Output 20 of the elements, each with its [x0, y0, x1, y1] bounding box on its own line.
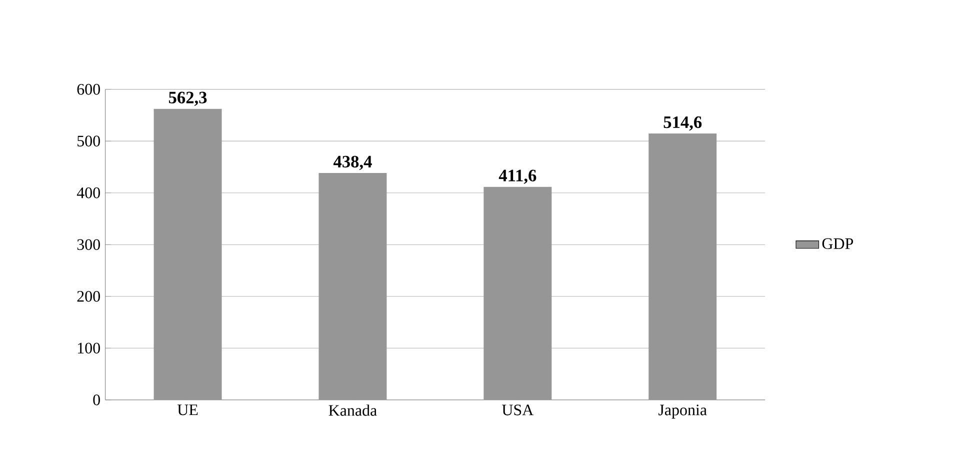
y-tick-label: 100	[78, 342, 100, 354]
text: 514,6	[664, 116, 702, 131]
bar	[154, 109, 222, 400]
y-tick-label: 500	[78, 136, 100, 147]
y-tick-label: 400	[76, 188, 100, 198]
text: 438,4	[333, 156, 372, 170]
y-tick-label: 200	[77, 291, 100, 302]
legend-label: GDP	[822, 238, 854, 250]
x-tick-label: Japonia	[658, 404, 707, 419]
y-tick-label: 0	[93, 394, 100, 406]
bar	[318, 173, 387, 400]
bar	[648, 134, 717, 400]
y-tick-label: 600	[77, 84, 100, 95]
text: 411,6	[498, 170, 536, 184]
text: 562,3	[168, 92, 207, 106]
bar	[484, 187, 552, 400]
x-tick-label: Kanada	[328, 404, 377, 416]
x-tick-label: USA	[502, 404, 534, 416]
x-tick-label: UE	[177, 404, 198, 416]
y-tick-label: 300	[77, 239, 100, 250]
